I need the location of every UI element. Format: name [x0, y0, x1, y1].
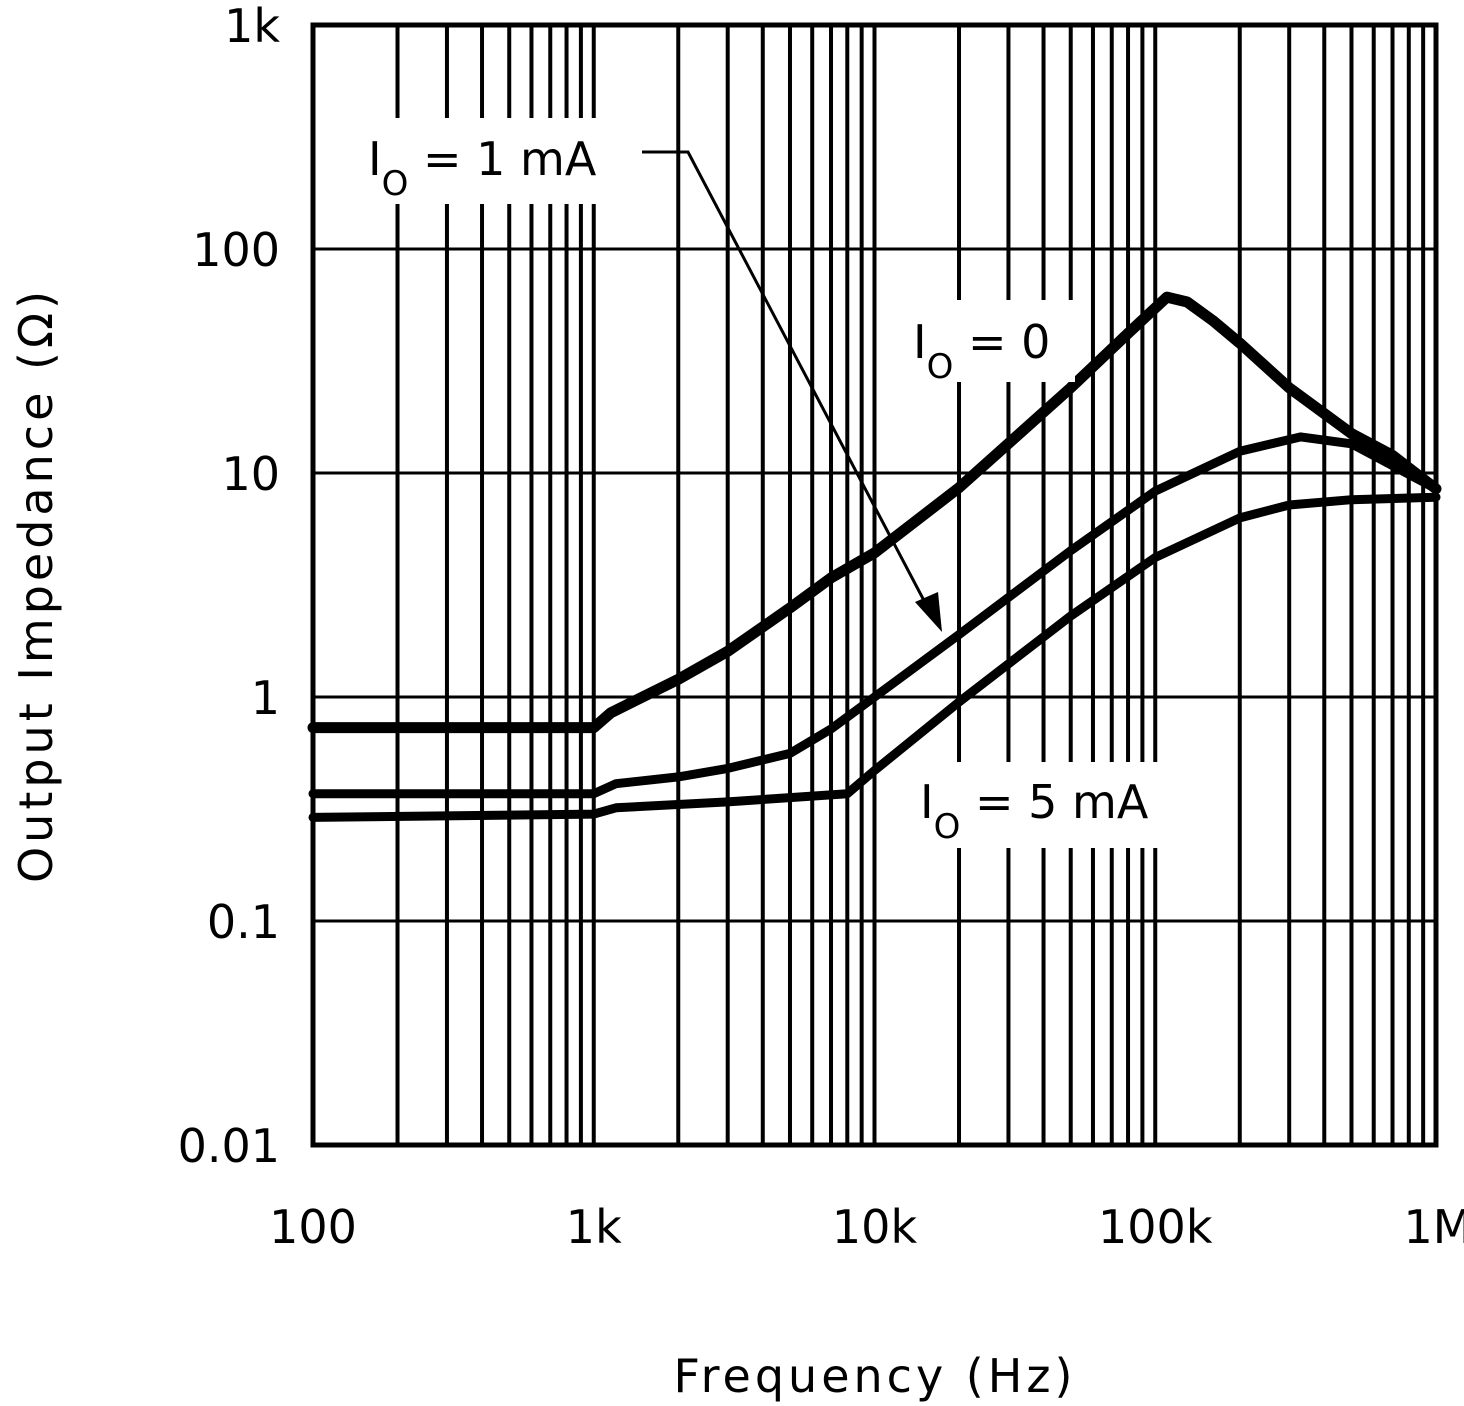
svg-text:IO = 0: IO = 0 [913, 315, 1050, 387]
x-tick-label: 1k [566, 1200, 622, 1254]
x-tick-labels: 100 1k 10k 100k 1M [269, 1200, 1464, 1254]
y-axis-label: Output Impedance (Ω) [9, 287, 63, 883]
x-tick-label: 100k [1098, 1200, 1213, 1254]
y-tick-label: 0.1 [207, 895, 280, 949]
y-tick-label: 100 [192, 223, 280, 277]
arrow-head-icon [915, 592, 942, 632]
annotation-io-5ma: IO = 5 mA [912, 762, 1192, 848]
x-tick-label: 100 [269, 1200, 357, 1254]
curves [307, 291, 1442, 822]
annotation-io-1ma: IO = 1 mA [360, 118, 942, 632]
svg-text:IO = 1 mA: IO = 1 mA [368, 132, 597, 204]
y-tick-label: 0.01 [178, 1119, 280, 1173]
series-line-3 [308, 492, 1441, 822]
plot-frame [310, 22, 1439, 1148]
annotation-main: I [368, 132, 382, 186]
y-tick-label: 1 [251, 671, 280, 725]
svg-text:IO = 5 mA: IO = 5 mA [920, 775, 1149, 847]
y-tick-label: 1k [224, 0, 280, 53]
y-tick-labels: 0.01 0.1 1 10 100 1k [178, 0, 281, 1173]
annotation-io-0: IO = 0 [905, 300, 1075, 387]
x-axis-label: Frequency (Hz) [674, 1349, 1077, 1403]
x-tick-label: 1M [1404, 1200, 1464, 1254]
x-tick-label: 10k [832, 1200, 918, 1254]
series-line-2 [308, 432, 1441, 799]
y-tick-label: 10 [221, 447, 280, 501]
annotation-leader-line [642, 150, 932, 613]
series-line-1 [307, 291, 1442, 734]
